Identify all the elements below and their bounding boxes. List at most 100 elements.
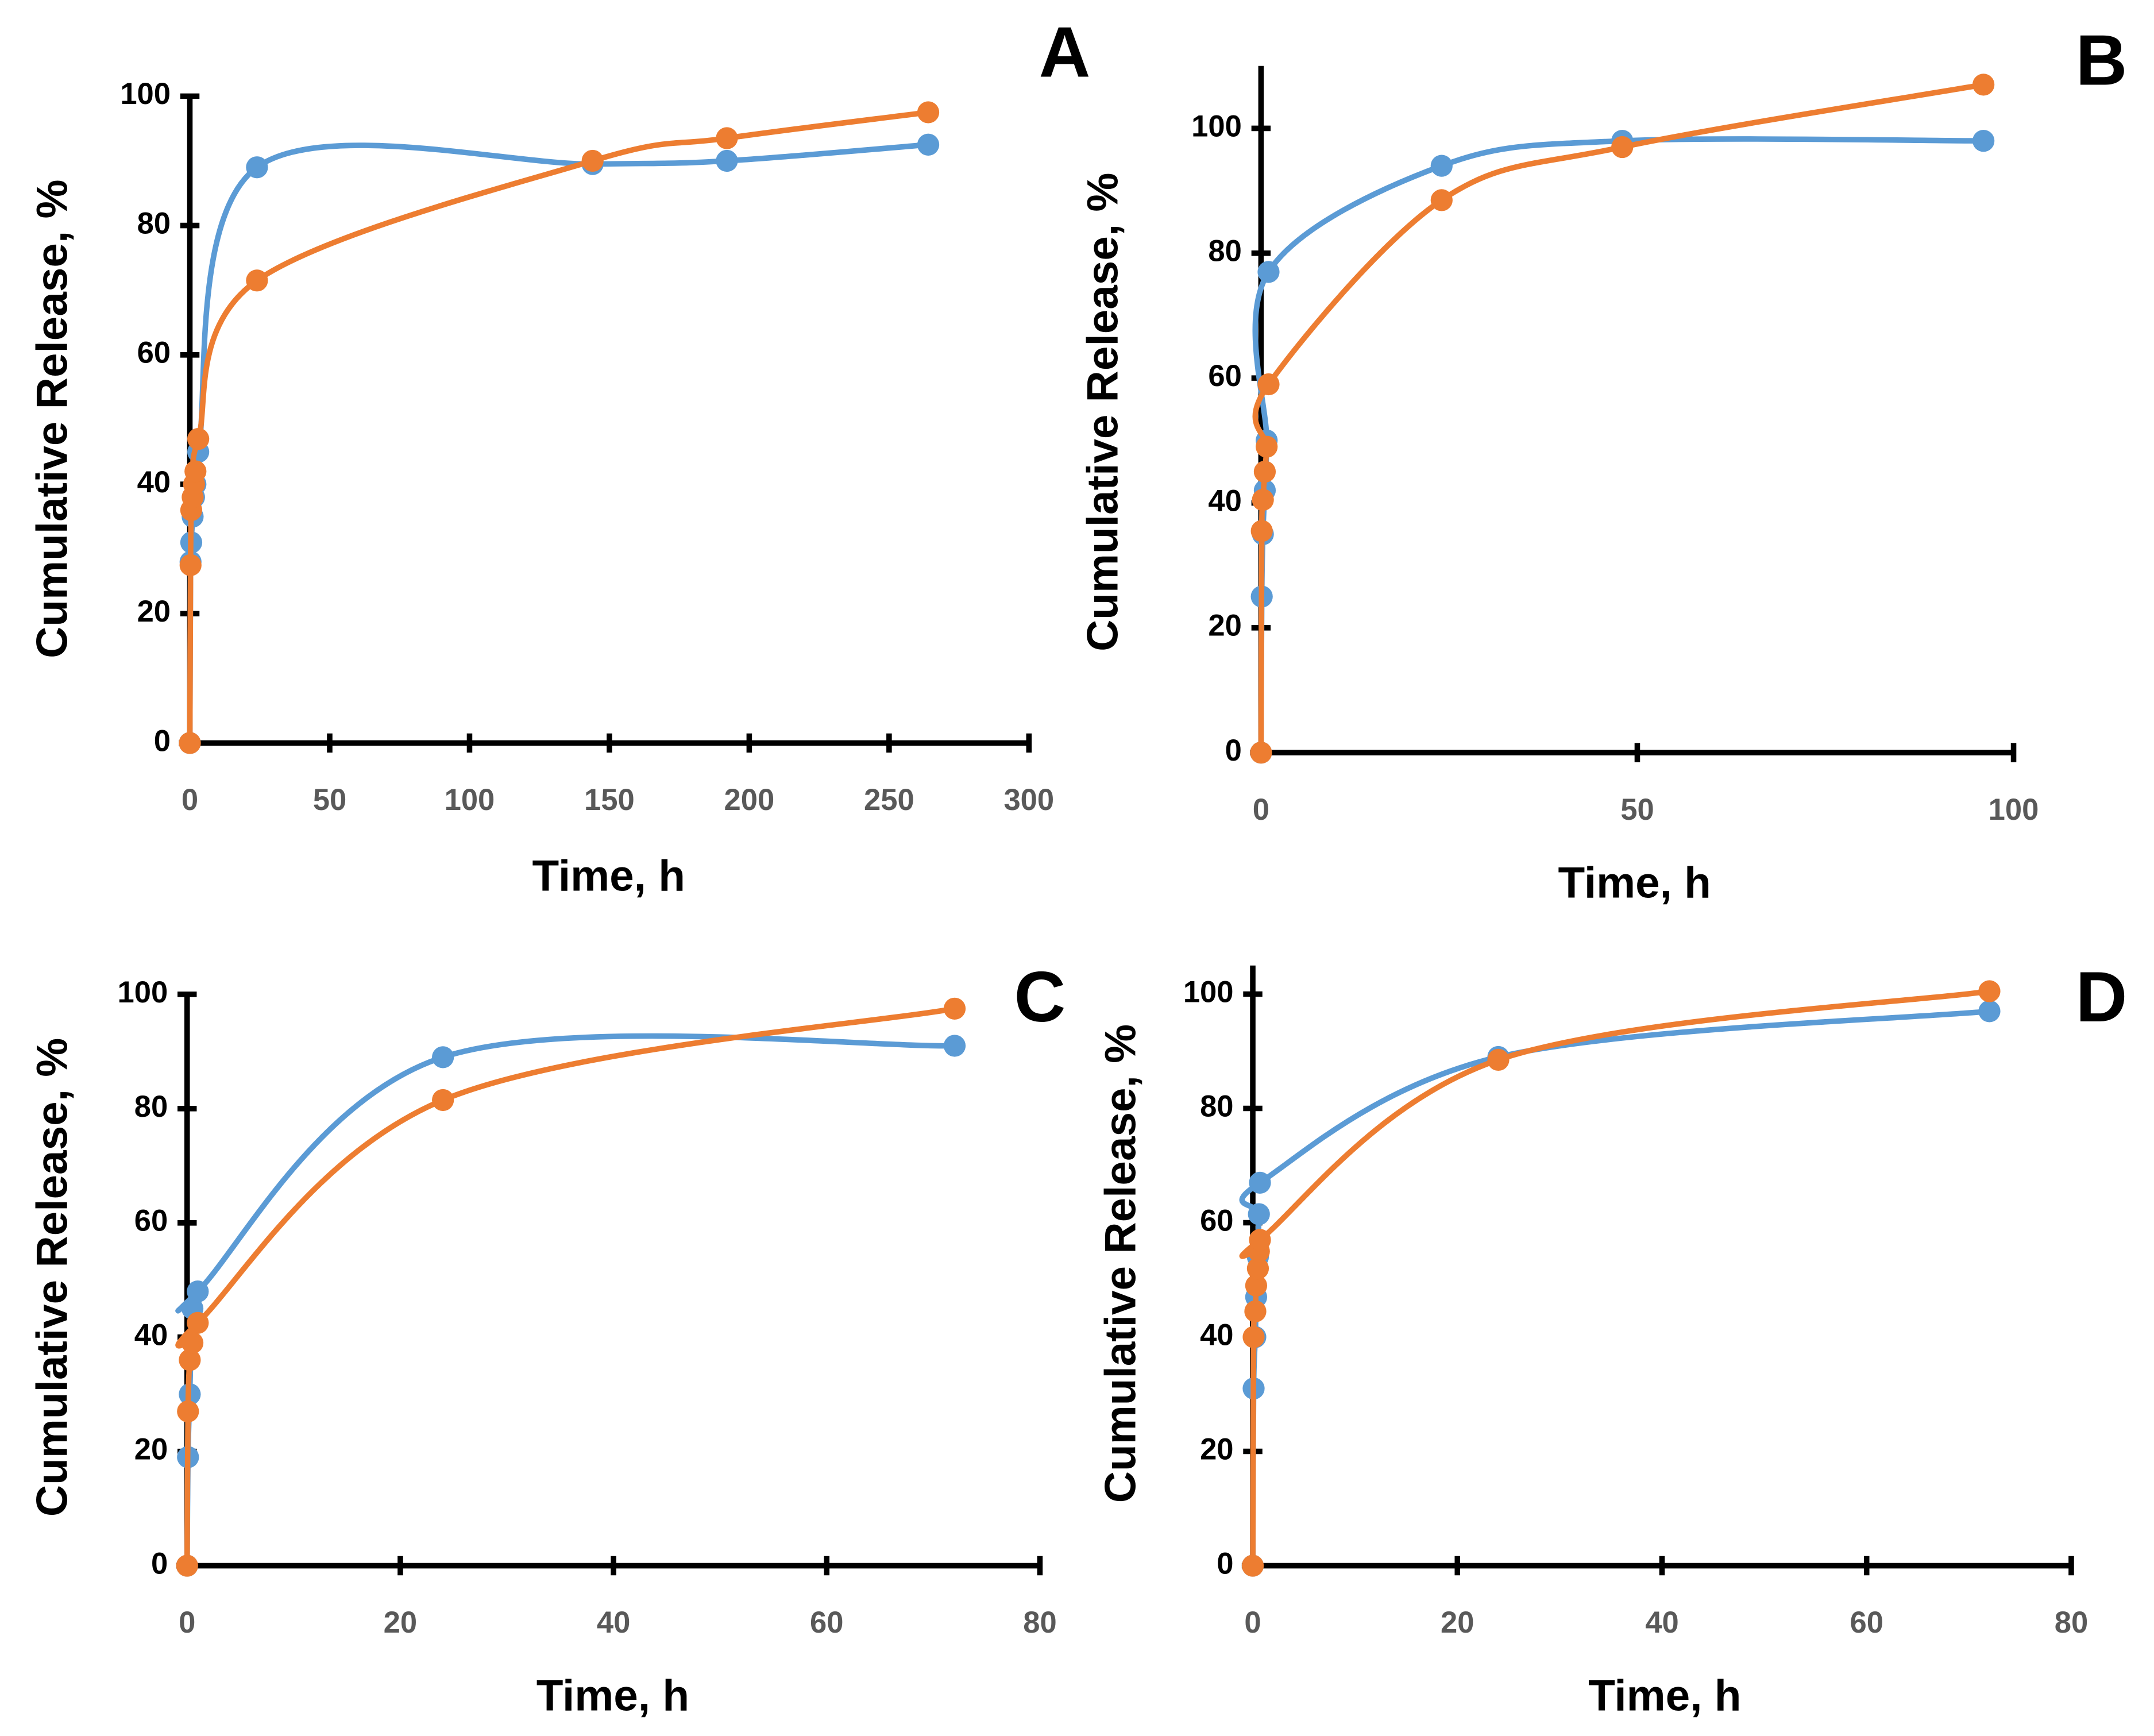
y-tick-label: 40 (1208, 484, 1241, 518)
data-point (1611, 136, 1634, 159)
data-point (184, 460, 207, 483)
x-tick-label: 40 (597, 1606, 630, 1639)
series-line (1252, 136, 1984, 753)
data-point (1241, 1554, 1264, 1577)
y-tick-label: 100 (1183, 975, 1234, 1009)
data-point (917, 101, 940, 124)
y-tick-label: 0 (1225, 734, 1242, 767)
x-axis-label: Time, h (1558, 858, 1711, 907)
y-axis-label: Cumulative Release, % (1096, 1024, 1145, 1503)
y-tick-label: 20 (1208, 609, 1241, 643)
x-tick-label: 20 (384, 1606, 417, 1639)
data-point (432, 1089, 454, 1112)
y-tick-label: 60 (134, 1204, 168, 1238)
data-point (1248, 1203, 1270, 1225)
y-tick-label: 100 (118, 975, 168, 1009)
series-line (187, 109, 929, 743)
data-point (181, 1332, 204, 1354)
data-point (246, 156, 268, 179)
y-tick-label: 20 (1200, 1432, 1233, 1466)
x-tick-label: 150 (584, 783, 635, 817)
panel-label: B (2076, 21, 2128, 101)
y-tick-label: 0 (154, 724, 171, 758)
x-tick-label: 40 (1645, 1606, 1678, 1639)
data-point (1487, 1048, 1510, 1071)
data-point (187, 1311, 209, 1334)
data-point (1249, 1171, 1271, 1194)
data-point (1978, 1000, 2001, 1023)
x-tick-label: 0 (179, 1606, 195, 1639)
data-point (1256, 435, 1278, 458)
y-tick-label: 100 (120, 77, 171, 111)
y-tick-label: 80 (137, 206, 171, 240)
x-tick-label: 200 (724, 783, 775, 817)
data-point (581, 149, 604, 172)
y-tick-label: 20 (137, 595, 171, 628)
data-point (1250, 742, 1272, 764)
y-tick-label: 40 (134, 1318, 168, 1352)
y-tick-label: 60 (137, 336, 171, 370)
data-point (187, 428, 210, 450)
y-tick-label: 20 (134, 1433, 168, 1467)
x-axis-label: Time, h (1588, 1672, 1741, 1720)
data-point (179, 732, 201, 754)
x-tick-label: 50 (1620, 793, 1654, 827)
y-tick-label: 40 (1200, 1318, 1233, 1352)
data-point (1978, 980, 2001, 1002)
data-point (1244, 1300, 1267, 1322)
y-tick-label: 80 (134, 1090, 168, 1124)
data-point (1430, 155, 1453, 177)
x-tick-label: 100 (445, 783, 495, 817)
x-tick-label: 60 (810, 1606, 843, 1639)
series-line (175, 1033, 955, 1566)
data-point (246, 269, 268, 292)
y-tick-label: 100 (1191, 109, 1242, 143)
data-point (1246, 1257, 1269, 1280)
x-tick-label: 50 (313, 783, 346, 817)
x-tick-label: 250 (864, 783, 914, 817)
series-line (1239, 1008, 1990, 1566)
y-tick-label: 0 (1217, 1546, 1233, 1580)
y-tick-label: 80 (1200, 1089, 1233, 1123)
x-tick-label: 0 (1253, 793, 1269, 827)
data-point (716, 127, 738, 149)
data-point (1245, 1274, 1268, 1297)
y-axis-label: Cumulative Release, % (28, 180, 76, 658)
data-point (716, 149, 738, 172)
x-tick-label: 100 (1989, 793, 2039, 827)
series-line (187, 142, 929, 743)
data-point (1257, 373, 1280, 396)
data-point (943, 1035, 966, 1057)
data-point (1242, 1326, 1265, 1348)
data-point (432, 1046, 454, 1068)
data-point (1257, 261, 1280, 283)
y-tick-label: 80 (1208, 234, 1241, 268)
data-point (1972, 130, 1995, 152)
data-point (1430, 189, 1453, 211)
panel-label: C (1014, 957, 1066, 1037)
data-point (176, 1554, 198, 1577)
x-axis-label: Time, h (536, 1672, 689, 1720)
data-point (179, 1349, 201, 1371)
x-axis-label: Time, h (532, 851, 685, 900)
data-point (187, 1280, 209, 1303)
x-tick-label: 300 (1003, 783, 1054, 817)
data-point (1252, 488, 1274, 511)
x-tick-label: 80 (2055, 1606, 2088, 1639)
y-tick-label: 60 (1200, 1203, 1233, 1237)
series-line (175, 1006, 955, 1566)
data-point (943, 997, 966, 1020)
x-tick-label: 20 (1441, 1606, 1474, 1639)
y-tick-label: 40 (137, 465, 171, 499)
data-point (1972, 74, 1995, 96)
y-tick-label: 0 (151, 1546, 168, 1580)
data-point (917, 133, 940, 156)
x-tick-label: 80 (1023, 1606, 1056, 1639)
panel-label: A (1039, 12, 1091, 92)
y-axis-label: Cumulative Release, % (1078, 173, 1127, 651)
y-tick-label: 60 (1208, 359, 1241, 393)
series-line (1252, 82, 1984, 753)
series-line (1239, 988, 1990, 1566)
panel-label: D (2076, 957, 2128, 1037)
